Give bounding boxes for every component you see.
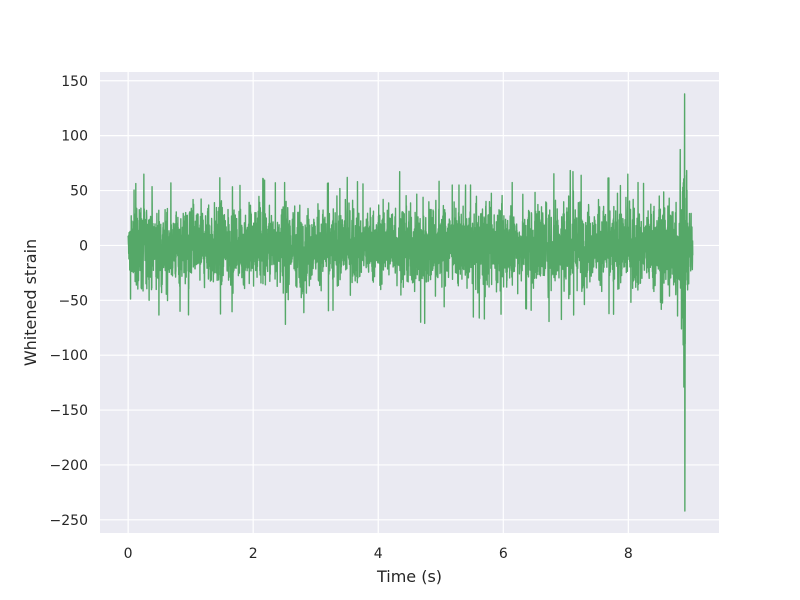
x-tick-label: 2 [249, 546, 258, 562]
y-tick-label: 0 [79, 238, 88, 254]
series-layer [127, 93, 694, 512]
series-line [127, 93, 694, 512]
x-tick-label: 0 [124, 546, 133, 562]
y-tick-label: −200 [50, 458, 88, 474]
y-tick-label: −150 [50, 403, 88, 419]
y-tick-label: 50 [70, 184, 88, 200]
y-tick-label: 100 [61, 129, 88, 145]
y-axis-label: Whitened strain [21, 239, 40, 366]
y-axis-ticks: 150 100 50 0 −50 −100 −150 −200 −250 [50, 74, 88, 529]
x-tick-label: 6 [499, 546, 508, 562]
x-tick-label: 8 [624, 546, 633, 562]
y-tick-label: −100 [50, 348, 88, 364]
grid [100, 72, 719, 533]
y-tick-label: −250 [50, 513, 88, 529]
y-tick-label: 150 [61, 74, 88, 90]
x-axis-label: Time (s) [376, 567, 442, 586]
x-tick-label: 4 [374, 546, 383, 562]
y-tick-label: −50 [58, 293, 88, 309]
plot-area [100, 72, 719, 533]
x-axis-ticks: 0 2 4 6 8 [124, 546, 633, 562]
